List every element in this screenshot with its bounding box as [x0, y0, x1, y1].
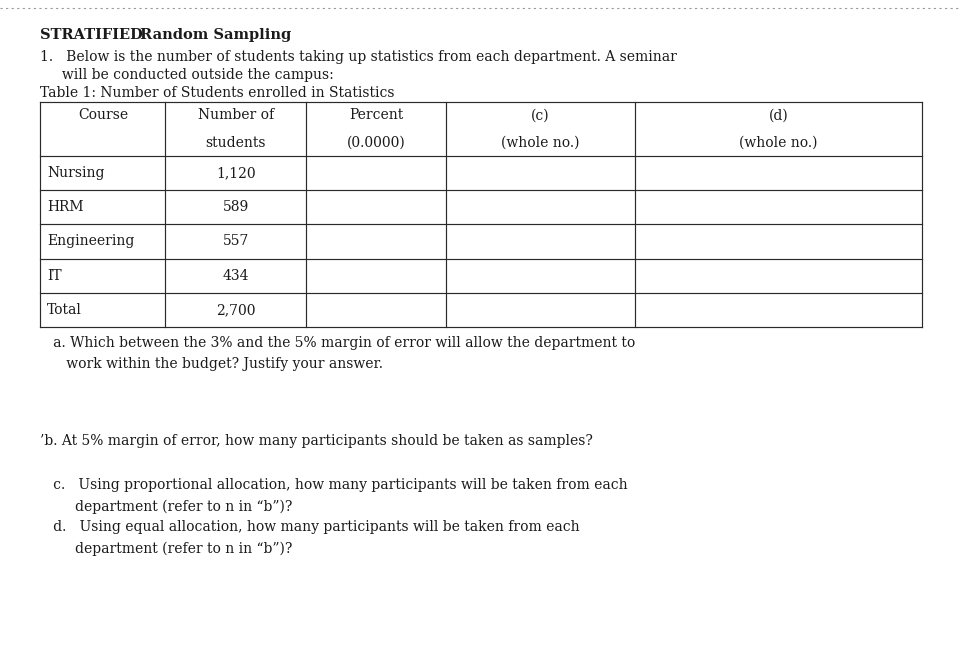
Text: Nursing: Nursing: [47, 166, 105, 180]
Text: (whole no.): (whole no.): [501, 136, 579, 149]
Text: 2,700: 2,700: [215, 303, 256, 317]
Text: Random Sampling: Random Sampling: [135, 28, 290, 41]
Text: (whole no.): (whole no.): [738, 136, 817, 149]
Text: 1.   Below is the number of students taking up statistics from each department. : 1. Below is the number of students takin…: [40, 50, 677, 64]
Text: Table 1: Number of Students enrolled in Statistics: Table 1: Number of Students enrolled in …: [40, 86, 395, 100]
Text: (d): (d): [768, 109, 787, 122]
Text: IT: IT: [47, 268, 62, 283]
Text: department (refer to n in “b”)?: department (refer to n in “b”)?: [40, 499, 292, 514]
Text: students: students: [206, 136, 265, 149]
Text: ’b. At 5% margin of error, how many participants should be taken as samples?: ’b. At 5% margin of error, how many part…: [40, 434, 593, 447]
Text: 557: 557: [222, 234, 249, 249]
Text: will be conducted outside the campus:: will be conducted outside the campus:: [40, 68, 333, 82]
Text: Percent: Percent: [349, 109, 403, 122]
Text: 434: 434: [222, 268, 249, 283]
Text: Number of: Number of: [197, 109, 274, 122]
Text: (0.0000): (0.0000): [346, 136, 406, 149]
Text: 1,120: 1,120: [215, 166, 256, 180]
Text: STRATIFIED: STRATIFIED: [40, 28, 143, 41]
Text: a. Which between the 3% and the 5% margin of error will allow the department to: a. Which between the 3% and the 5% margi…: [40, 336, 635, 350]
Text: department (refer to n in “b”)?: department (refer to n in “b”)?: [40, 542, 292, 556]
Text: c.   Using proportional allocation, how many participants will be taken from eac: c. Using proportional allocation, how ma…: [40, 478, 628, 492]
Text: Engineering: Engineering: [47, 234, 135, 249]
Text: (c): (c): [530, 109, 550, 122]
Text: d.   Using equal allocation, how many participants will be taken from each: d. Using equal allocation, how many part…: [40, 520, 579, 534]
Text: Course: Course: [78, 109, 128, 122]
Text: 589: 589: [222, 200, 249, 215]
Text: Total: Total: [47, 303, 82, 317]
Text: work within the budget? Justify your answer.: work within the budget? Justify your ans…: [40, 357, 383, 371]
Text: HRM: HRM: [47, 200, 84, 215]
